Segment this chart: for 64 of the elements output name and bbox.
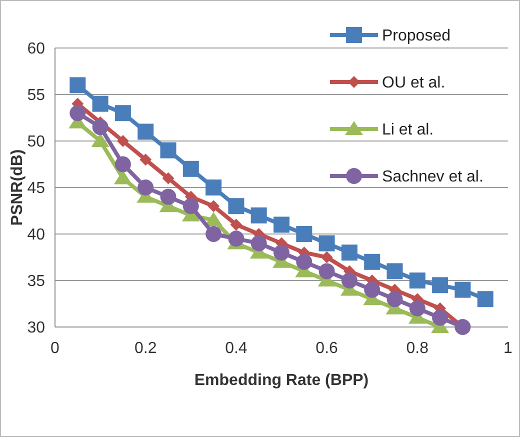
point [138,180,154,196]
point [386,291,403,308]
point [204,212,223,226]
point [70,105,86,122]
point [91,133,110,147]
point [274,244,290,261]
point [341,272,358,288]
point [409,272,426,288]
legend-label: OU et al. [382,74,446,92]
point [162,172,174,184]
point [114,156,131,172]
point [230,218,242,231]
x-tick-label: 0.8 [406,340,429,357]
y-tick-label: 40 [27,226,46,244]
point [206,180,222,196]
x-tick-label: 0 [50,340,60,357]
x-tick-label: 0.4 [225,340,248,357]
x-tick-label: 0.2 [134,340,157,357]
point [432,310,448,326]
point [296,254,312,270]
point [114,105,131,122]
point [182,160,199,177]
point [386,263,403,280]
point [454,282,471,298]
x-tick-label: 0.6 [316,340,338,357]
point [228,198,244,214]
point [70,77,86,94]
point [92,119,108,136]
point [250,207,267,224]
point [318,235,335,252]
point [250,235,267,252]
legend-label: Proposed [382,28,450,45]
y-tick-label: 35 [27,273,46,290]
x-tick-label: 1 [504,340,513,357]
point [92,96,108,112]
y-tick-label: 55 [27,87,46,104]
y-tick-label: 60 [27,40,46,58]
point [364,254,380,270]
y-tick-label: 30 [27,320,46,337]
point [140,154,152,166]
point [409,300,426,316]
point [160,142,176,158]
point [318,263,335,280]
point [208,200,220,212]
point [228,230,244,247]
point [274,216,290,233]
point [116,135,129,147]
legend-label: Sachnev et al. [382,168,484,186]
point [182,198,199,214]
point [114,170,132,184]
y-tick-label: 50 [27,134,46,151]
y-tick-label: 45 [27,180,46,198]
legend-label: Li et al. [382,122,434,139]
point [296,226,312,242]
point [138,124,154,140]
point [364,282,380,298]
point [477,291,494,308]
x-axis-title: Embedding Rate (BPP) [194,372,369,389]
point [320,251,333,264]
point [206,226,222,242]
y-axis-title: PSNR(dB) [9,149,26,226]
point [341,244,358,261]
point [432,277,448,294]
point [160,188,176,205]
